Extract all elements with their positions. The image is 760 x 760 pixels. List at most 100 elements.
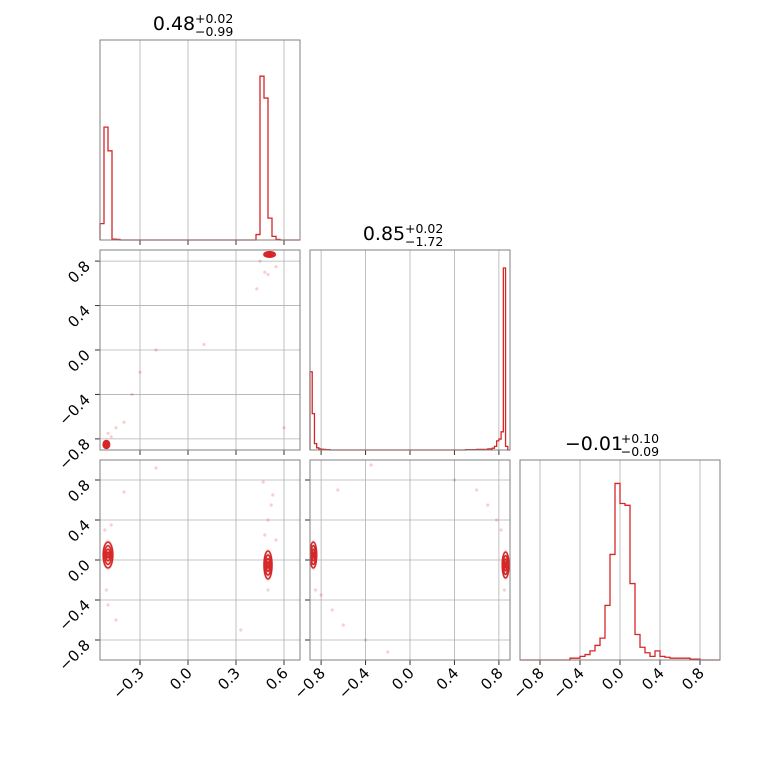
sample-point: [263, 270, 267, 274]
sample-point: [255, 287, 259, 291]
x-tick-label: 0.0: [388, 664, 418, 694]
contour-panel-1-3: −0.3 0.0 0.3 0.6 −0.8−0.4 0.0 0.4 0.8: [55, 459, 301, 703]
x-tick-label: 0.0: [598, 664, 628, 694]
sample-point: [103, 528, 107, 532]
title-value: 0.85: [363, 223, 405, 245]
contour-level: [103, 544, 113, 566]
histogram-panel-3: −0.8 −0.4 0.0 0.4 0.8 −0.01+0.10−0.09: [509, 431, 721, 703]
sample-point: [495, 518, 499, 522]
title-minus-error: −1.72: [405, 234, 443, 249]
y-tick-label: 0.0: [64, 346, 94, 376]
sample-point: [114, 426, 118, 430]
histogram-panel-2: 0.85 +0.02−1.72: [309, 221, 511, 455]
sample-point: [363, 638, 368, 642]
x-tick-label: 0.8: [678, 664, 708, 694]
sample-point: [330, 608, 334, 612]
sample-point: [138, 370, 142, 374]
y-tick-label: 0.4: [64, 302, 94, 332]
contour-level: [504, 561, 508, 569]
x-tick-label: 0.4: [638, 664, 668, 694]
contour-level: [102, 439, 111, 450]
axes-frame: [99, 249, 301, 451]
histogram-grid: [139, 40, 285, 245]
sample-point: [475, 488, 479, 492]
contour-level: [105, 548, 111, 562]
title-value: −0.01: [565, 433, 623, 455]
sample-point: [452, 478, 457, 482]
sample-point: [502, 588, 507, 592]
corner-plot-root: 0.48 +0.02−0.990.85 +0.02−1.72−0.8 −0.4 0.0 0…: [55, 11, 721, 703]
contour-content: [102, 250, 286, 450]
sample-point: [258, 259, 262, 263]
y-tick-label: −0.4: [55, 596, 93, 634]
histogram-step-line: [520, 482, 720, 661]
sample-point: [106, 603, 110, 607]
sample-point: [269, 503, 273, 507]
contour-level: [263, 550, 273, 580]
sample-point: [499, 528, 503, 532]
x-tick-label: 0.6: [262, 664, 292, 694]
sample-point: [266, 588, 270, 592]
sample-point: [282, 426, 286, 430]
histogram-grid: [320, 250, 500, 455]
y-tick-label: 0.8: [64, 476, 94, 506]
sample-point: [271, 493, 275, 497]
title-minus-error: −0.09: [621, 444, 659, 459]
contour-level: [102, 541, 114, 569]
x-tick-label: −0.8: [509, 664, 547, 702]
contour-content: [102, 466, 278, 632]
contour-grid: −0.3 0.0 0.3 0.6 −0.8−0.4 0.0 0.4 0.8: [55, 460, 300, 703]
x-tick-label: −0.8: [290, 664, 328, 702]
contour-level: [502, 554, 509, 576]
contour-level: [501, 551, 510, 579]
contour-panel-1-2: −0.8 −0.4 0.0 0.4 0.8: [55, 249, 301, 473]
sample-point: [369, 463, 373, 467]
sample-point: [319, 593, 323, 597]
sample-point: [266, 272, 270, 277]
contour-level: [267, 253, 272, 256]
x-tick-label: −0.4: [335, 664, 373, 702]
title-plus-error: +0.02: [405, 221, 443, 236]
contour-level: [103, 440, 110, 449]
x-tick-label: 0.4: [433, 664, 463, 694]
sample-point: [386, 650, 390, 654]
x-tick-label: 0.8: [477, 664, 507, 694]
sample-point: [274, 265, 278, 269]
sample-point: [154, 348, 158, 352]
y-tick-label: −0.4: [55, 391, 93, 429]
panel-title: 0.85: [363, 223, 405, 245]
contour-level: [311, 551, 315, 559]
sample-point: [261, 480, 265, 484]
contour-level: [310, 541, 318, 569]
sample-point: [122, 420, 126, 424]
sample-point: [106, 431, 110, 435]
contour-level: [106, 551, 110, 559]
sample-point: [154, 466, 158, 470]
y-tick-label: 0.8: [64, 257, 94, 287]
y-tick-label: −0.8: [55, 636, 93, 674]
sample-point: [202, 342, 206, 347]
sample-point: [274, 538, 278, 542]
contour-level: [265, 557, 271, 573]
sample-point: [109, 523, 113, 527]
contour-level: [266, 561, 270, 569]
x-tick-label: −0.3: [109, 664, 147, 702]
title-plus-error: +0.10: [621, 431, 659, 446]
contour-level: [310, 544, 317, 566]
y-tick-label: 0.0: [64, 556, 94, 586]
contour-panel-2-3: −0.8 −0.4 0.0 0.4 0.8: [290, 459, 511, 703]
sample-point: [130, 392, 134, 397]
title-minus-error: −0.99: [195, 24, 233, 39]
sample-point: [114, 618, 118, 622]
panel-title: −0.01: [565, 433, 623, 455]
contour-grid: −0.8 −0.4 0.0 0.4 0.8: [55, 250, 300, 473]
sample-point: [122, 490, 126, 494]
y-tick-label: −0.8: [55, 435, 93, 473]
panel-title: 0.48: [153, 13, 195, 35]
x-tick-label: 0.0: [166, 664, 196, 694]
histogram-grid: −0.8 −0.4 0.0 0.4 0.8: [509, 460, 708, 703]
contour-level: [264, 554, 272, 576]
sample-point: [266, 518, 270, 522]
sample-point: [486, 503, 490, 507]
